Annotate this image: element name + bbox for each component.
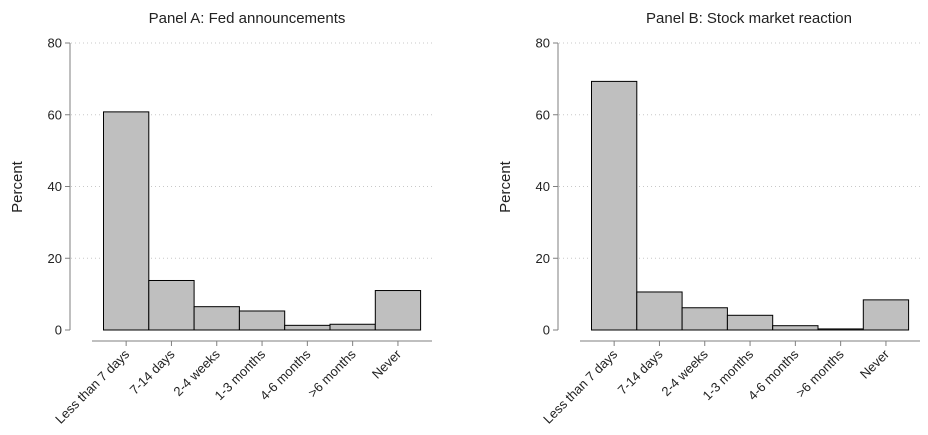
x-tick-label: Less than 7 days [540,346,620,426]
y-axis-label: Percent [497,160,514,213]
chart-title: Panel A: Fed announcements [149,10,346,27]
y-tick-label: 20 [536,251,550,266]
y-tick-label: 40 [536,179,550,194]
bar [636,291,683,331]
y-tick-label: 80 [48,36,62,51]
bar [817,328,864,331]
y-tick-label: 0 [55,323,62,338]
y-tick-label: 0 [543,323,550,338]
y-axis-label: Percent [9,160,26,213]
bar [772,325,819,331]
x-tick-label: 7-14 days [615,346,666,397]
x-tick-label: >6 months [793,346,847,400]
x-tick-label: Less than 7 days [52,346,132,426]
bar [374,290,422,331]
bar [681,307,728,331]
y-tick-label: 40 [48,179,62,194]
y-tick-label: 20 [48,251,62,266]
bar [193,306,240,331]
bar [329,323,376,331]
x-tick-label: >6 months [305,346,359,400]
x-tick-label: Never [369,346,405,382]
bar [284,324,331,331]
bar [726,314,774,331]
x-tick-label: Never [857,346,893,382]
x-tick-label: 7-14 days [127,346,178,397]
panel-a: Panel A: Fed announcements Percent 0 20 40… [9,10,432,427]
bar [238,310,286,331]
y-tick-label: 60 [536,107,550,122]
panel-b: Panel B: Stock market reaction Percent 0… [497,10,920,427]
bar [148,279,195,331]
bar [103,111,150,331]
bar [591,80,638,331]
y-tick-label: 60 [48,107,62,122]
bar [862,299,910,331]
chart-title: Panel B: Stock market reaction [646,10,852,27]
y-tick-label: 80 [536,36,550,51]
